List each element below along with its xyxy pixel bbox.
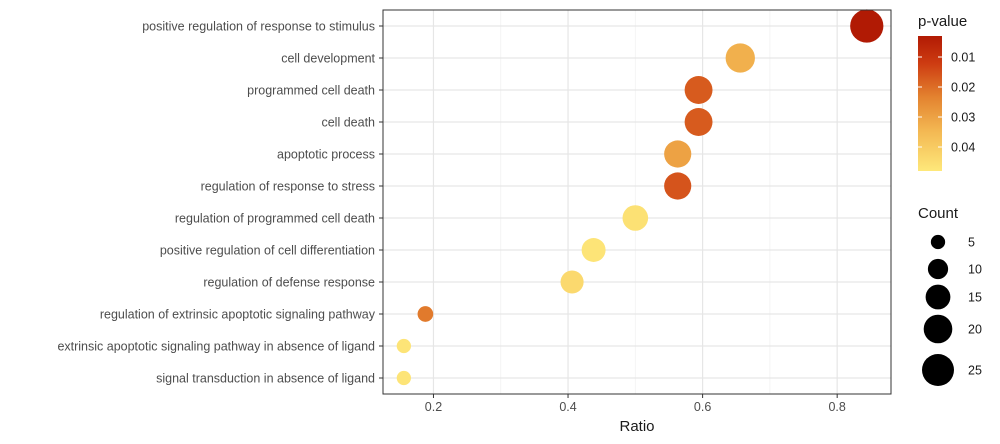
data-point [725,43,755,73]
panel-background [383,10,891,394]
pvalue-legend-title: p-value [918,13,967,30]
data-point [850,9,884,43]
data-point [664,172,692,200]
size-key-label: 15 [968,291,982,305]
data-point [684,108,713,136]
count-legend-title: Count [918,205,959,222]
size-key-label: 25 [968,364,982,378]
count-legend: Count 5 10 15 20 25 [918,205,982,386]
size-key-dot [922,354,954,386]
size-key-label: 5 [968,236,975,250]
data-point [560,270,584,294]
panel-border [382,9,892,395]
data-points [396,9,884,386]
x-tick-label: 0.8 [828,400,845,414]
data-point [417,306,434,322]
y-tick-label: regulation of defense response [203,276,375,290]
y-tick-label: extrinsic apoptotic signaling pathway in… [57,340,375,354]
y-tick-label: cell death [321,116,375,130]
colorbar-label: 0.01 [951,51,975,65]
colorbar-label: 0.02 [951,81,975,95]
y-tick-label: programmed cell death [247,84,375,98]
x-tick-label: 0.6 [694,400,711,414]
y-axis: positive regulation of response to stimu… [57,20,383,386]
y-tick-label: regulation of programmed cell death [175,212,375,226]
y-tick-label: regulation of extrinsic apoptotic signal… [100,308,376,322]
size-key-label: 10 [968,263,982,277]
data-point [581,238,606,262]
colorbar-label: 0.04 [951,141,975,155]
size-key-dot [923,314,953,344]
size-key-label: 20 [968,323,982,337]
data-point [664,140,692,168]
data-point [396,338,412,354]
size-key-dot [925,284,951,310]
y-tick-label: positive regulation of cell differentiat… [160,244,375,258]
pvalue-legend: p-value 0.01 0.02 0.03 0.04 [918,13,975,171]
y-tick-label: positive regulation of response to stimu… [142,20,375,34]
y-tick-label: regulation of response to stress [201,180,375,194]
x-tick-label: 0.4 [559,400,576,414]
x-axis: 0.2 0.4 0.6 0.8 [425,394,846,414]
data-point [684,76,713,104]
data-point [396,370,412,386]
x-axis-title: Ratio [619,418,654,435]
y-tick-label: cell development [281,52,375,66]
x-tick-label: 0.2 [425,400,442,414]
y-tick-label: apoptotic process [277,148,375,162]
y-tick-label: signal transduction in absence of ligand [156,372,375,386]
size-key-dot [930,234,946,250]
colorbar-label: 0.03 [951,111,975,125]
data-point [622,205,649,231]
pvalue-colorbar [918,36,942,171]
size-key-dot [927,258,949,280]
